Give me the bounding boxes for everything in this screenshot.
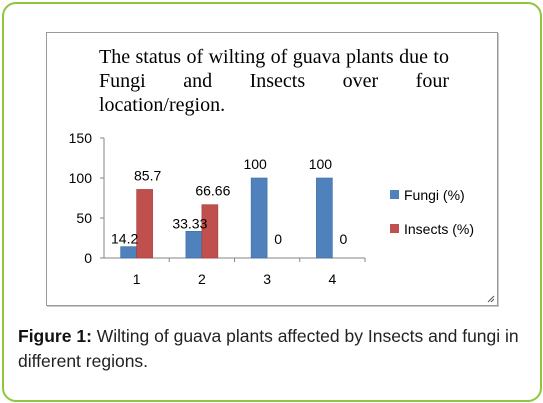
x-tick-label: 4 (328, 271, 336, 287)
x-tick-label: 3 (263, 271, 271, 287)
chart-title: The status of wilting of guava plants du… (99, 46, 449, 116)
bar-fungi (120, 246, 137, 259)
data-label: 33.33 (172, 215, 207, 231)
bar-insects (136, 189, 153, 259)
x-tick-label: 1 (133, 271, 141, 287)
figure-caption: Figure 1: Wilting of guava plants affect… (18, 324, 533, 374)
legend-label: Fungi (%) (404, 187, 465, 203)
axes: 0 50 100 150 1 2 3 4 (69, 130, 366, 287)
legend-swatch (390, 190, 399, 199)
data-label: 0 (274, 231, 282, 247)
legend-swatch (390, 224, 399, 233)
y-tick-label: 0 (84, 250, 92, 266)
data-label: 85.7 (134, 167, 161, 183)
resize-handle-icon (487, 295, 495, 303)
caption-label: Figure 1: (18, 326, 92, 346)
data-label: 100 (243, 156, 267, 172)
y-tick-label: 150 (69, 130, 93, 146)
bar-fungi (316, 177, 333, 259)
bar-insects (201, 204, 219, 259)
y-tick-label: 50 (76, 210, 92, 226)
data-labels: 14.2 85.7 33.33 66.66 100 0 100 0 (111, 156, 347, 247)
caption-text: Wilting of guava plants affected by Inse… (18, 326, 519, 371)
x-tick-label: 2 (198, 271, 206, 287)
data-label: 0 (339, 231, 347, 247)
data-label: 100 (309, 156, 333, 172)
bar-fungi (185, 231, 203, 259)
data-label: 14.2 (111, 231, 138, 247)
bars (120, 177, 333, 259)
chart-area: The status of wilting of guava plants du… (46, 32, 498, 306)
legend: Fungi (%) Insects (%) (390, 187, 474, 237)
data-label: 66.66 (195, 183, 230, 199)
legend-label: Insects (%) (404, 221, 474, 237)
bar-fungi (250, 177, 268, 259)
y-tick-label: 100 (69, 170, 93, 186)
